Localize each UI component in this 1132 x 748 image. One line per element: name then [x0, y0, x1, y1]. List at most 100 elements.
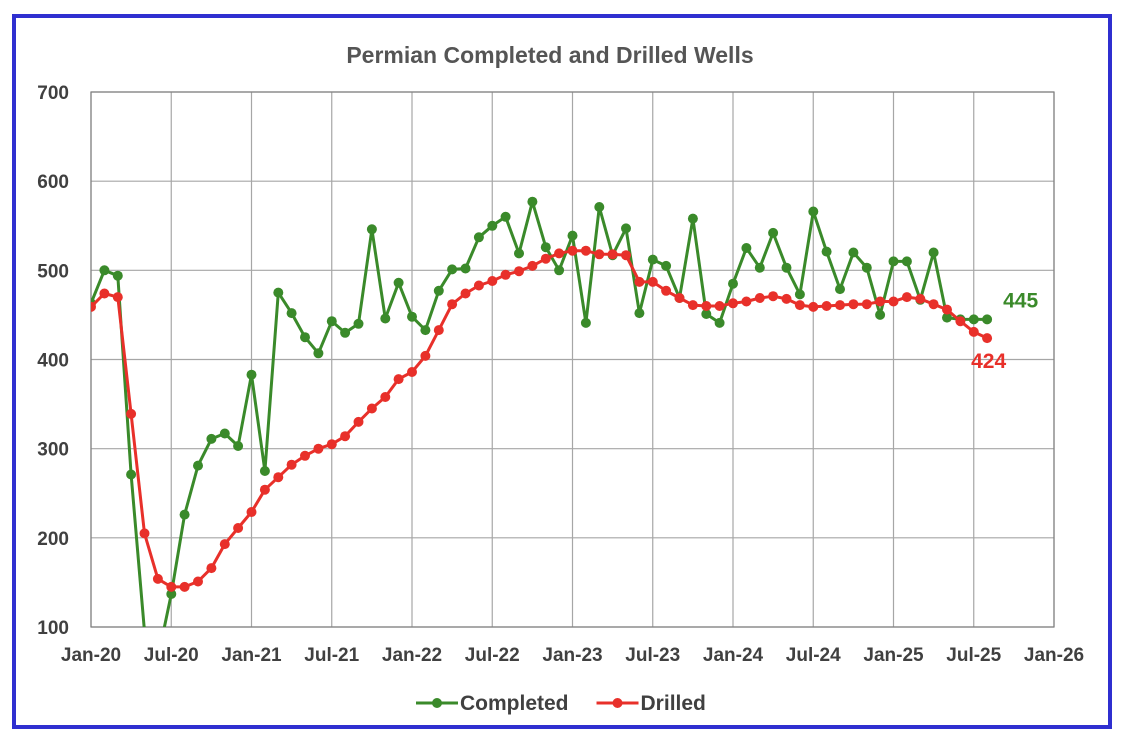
data-point-drilled — [166, 581, 177, 592]
data-point-completed — [554, 265, 565, 276]
data-point-drilled — [540, 253, 551, 264]
data-point-completed — [901, 256, 912, 267]
data-point-drilled — [754, 293, 765, 303]
data-point-completed — [875, 309, 886, 320]
end-label-drilled: 424 — [971, 350, 1006, 373]
data-point-drilled — [661, 285, 672, 296]
y-tick-label: 700 — [37, 83, 69, 104]
data-point-drilled — [768, 291, 779, 302]
data-point-completed — [580, 317, 591, 328]
chart-svg: Permian Completed and Drilled Wells 100 2… — [37, 42, 1084, 715]
data-point-completed — [768, 227, 779, 238]
data-point-completed — [366, 224, 377, 235]
data-point-drilled — [674, 293, 685, 303]
data-point-drilled — [286, 459, 297, 470]
data-point-completed — [714, 317, 725, 328]
data-point-drilled — [380, 392, 391, 402]
data-point-drilled — [193, 576, 203, 587]
data-point-completed — [193, 460, 203, 471]
data-point-completed — [206, 433, 217, 444]
legend-label: Drilled — [641, 692, 706, 715]
data-point-drilled — [206, 563, 217, 574]
data-point-completed — [741, 243, 752, 253]
data-point-drilled — [835, 300, 845, 311]
data-point-drilled — [634, 276, 645, 287]
x-tick-label: Jan-23 — [542, 645, 602, 666]
legend: Completed Drilled — [416, 692, 706, 715]
legend-swatch-marker — [432, 698, 442, 708]
x-tick-label: Jan-26 — [1024, 645, 1084, 666]
data-point-drilled — [808, 301, 819, 312]
data-point-completed — [888, 256, 899, 267]
x-tick-label: Jul-23 — [625, 645, 680, 666]
grid-layer — [90, 91, 1055, 628]
series-layer — [91, 196, 993, 627]
x-tick-label: Jul-24 — [786, 645, 841, 666]
data-point-drilled — [714, 301, 725, 311]
data-point-drilled — [728, 298, 738, 309]
data-point-completed — [353, 318, 364, 329]
data-point-completed — [567, 230, 578, 241]
data-point-completed — [246, 369, 257, 380]
data-point-completed — [112, 270, 123, 281]
series-line-completed — [91, 200, 988, 627]
y-tick-label: 500 — [37, 261, 69, 282]
data-point-completed — [259, 466, 270, 476]
data-point-drilled — [554, 248, 565, 259]
data-point-drilled — [340, 431, 351, 442]
data-point-completed — [300, 332, 310, 343]
data-point-drilled — [219, 539, 230, 550]
data-point-completed — [273, 287, 284, 298]
data-point-drilled — [848, 299, 859, 310]
data-point-completed — [848, 247, 859, 258]
data-point-completed — [861, 262, 872, 273]
data-point-drilled — [473, 280, 484, 291]
data-point-completed — [420, 325, 431, 336]
data-point-drilled — [594, 249, 605, 260]
y-tick-label: 300 — [37, 440, 69, 461]
data-point-drilled — [91, 301, 96, 312]
data-point-drilled — [968, 326, 979, 337]
x-tick-label: Jul-22 — [465, 645, 520, 666]
data-point-completed — [928, 247, 939, 258]
data-point-completed — [647, 254, 658, 265]
data-point-completed — [447, 264, 458, 275]
data-point-drilled — [447, 299, 458, 310]
data-point-completed — [166, 589, 177, 599]
data-point-drilled — [621, 250, 631, 261]
legend-swatch-marker — [612, 698, 623, 708]
data-point-completed — [634, 308, 645, 319]
data-point-completed — [687, 213, 698, 224]
data-point-completed — [433, 285, 444, 296]
data-point-completed — [313, 348, 324, 359]
end-labels: 445 424 — [971, 289, 1038, 373]
data-point-drilled — [273, 472, 284, 483]
data-point-drilled — [647, 276, 658, 287]
data-point-completed — [380, 313, 391, 324]
legend-label: Completed — [460, 692, 569, 715]
data-point-drilled — [580, 245, 591, 256]
data-point-completed — [701, 309, 712, 319]
data-point-drilled — [246, 507, 257, 517]
data-point-drilled — [460, 288, 471, 299]
end-label-completed: 445 — [1003, 289, 1038, 312]
data-point-drilled — [500, 269, 511, 280]
legend-item-drilled: Drilled — [596, 692, 706, 715]
data-point-completed — [407, 311, 417, 322]
data-point-completed — [527, 196, 538, 207]
data-point-completed — [942, 312, 952, 323]
data-point-completed — [835, 284, 845, 295]
data-point-completed — [594, 202, 605, 212]
data-point-drilled — [915, 293, 926, 304]
data-point-drilled — [407, 367, 417, 377]
legend-item-completed: Completed — [416, 692, 569, 715]
data-point-completed — [473, 232, 484, 243]
data-point-drilled — [139, 528, 150, 539]
data-point-completed — [500, 211, 511, 222]
data-point-drilled — [300, 450, 310, 461]
y-tick-label: 100 — [37, 618, 69, 639]
data-point-drilled — [942, 304, 952, 315]
data-point-completed — [728, 278, 738, 289]
x-tick-label: Jan-22 — [382, 645, 442, 666]
data-point-completed — [808, 206, 819, 217]
